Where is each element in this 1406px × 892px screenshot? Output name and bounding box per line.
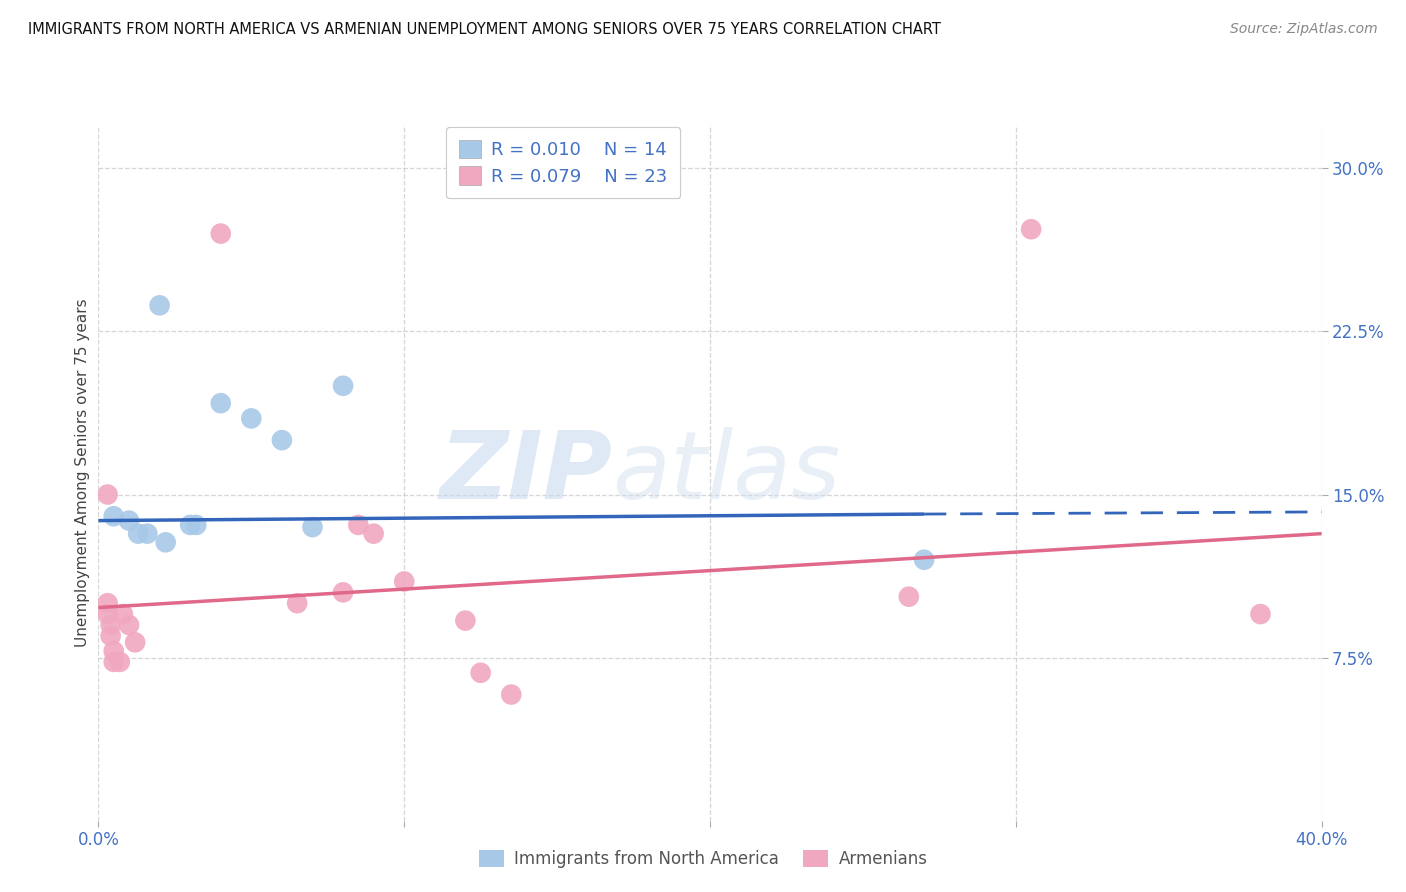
Point xyxy=(186,517,208,532)
Point xyxy=(100,629,122,643)
Point xyxy=(1019,222,1042,236)
Y-axis label: Unemployment Among Seniors over 75 years: Unemployment Among Seniors over 75 years xyxy=(75,299,90,647)
Point xyxy=(111,607,134,621)
Legend: R = 0.010    N = 14, R = 0.079    N = 23: R = 0.010 N = 14, R = 0.079 N = 23 xyxy=(446,127,681,198)
Point xyxy=(149,298,172,312)
Point xyxy=(501,688,523,702)
Point xyxy=(363,526,385,541)
Point xyxy=(454,614,477,628)
Point xyxy=(179,517,201,532)
Text: IMMIGRANTS FROM NORTH AMERICA VS ARMENIAN UNEMPLOYMENT AMONG SENIORS OVER 75 YEA: IMMIGRANTS FROM NORTH AMERICA VS ARMENIA… xyxy=(28,22,941,37)
Point xyxy=(100,618,122,632)
Point xyxy=(103,644,125,658)
Text: Source: ZipAtlas.com: Source: ZipAtlas.com xyxy=(1230,22,1378,37)
Point xyxy=(97,596,120,610)
Point xyxy=(124,635,146,649)
Point xyxy=(1249,607,1271,621)
Point xyxy=(897,590,920,604)
Point xyxy=(118,618,141,632)
Point xyxy=(97,607,120,621)
Point xyxy=(470,665,492,680)
Point xyxy=(332,585,354,599)
Point xyxy=(155,535,177,549)
Point xyxy=(118,514,141,528)
Text: atlas: atlas xyxy=(612,427,841,518)
Legend: Immigrants from North America, Armenians: Immigrants from North America, Armenians xyxy=(472,843,934,875)
Point xyxy=(97,487,120,501)
Point xyxy=(392,574,416,589)
Point xyxy=(108,655,131,669)
Point xyxy=(912,552,935,567)
Point xyxy=(301,520,323,534)
Point xyxy=(240,411,263,425)
Point xyxy=(347,517,370,532)
Point xyxy=(209,396,232,410)
Point xyxy=(332,378,354,392)
Point xyxy=(136,526,159,541)
Point xyxy=(103,509,125,524)
Point xyxy=(127,526,149,541)
Point xyxy=(103,655,125,669)
Text: ZIP: ZIP xyxy=(439,426,612,519)
Point xyxy=(209,227,232,241)
Point xyxy=(270,433,292,447)
Point xyxy=(285,596,308,610)
